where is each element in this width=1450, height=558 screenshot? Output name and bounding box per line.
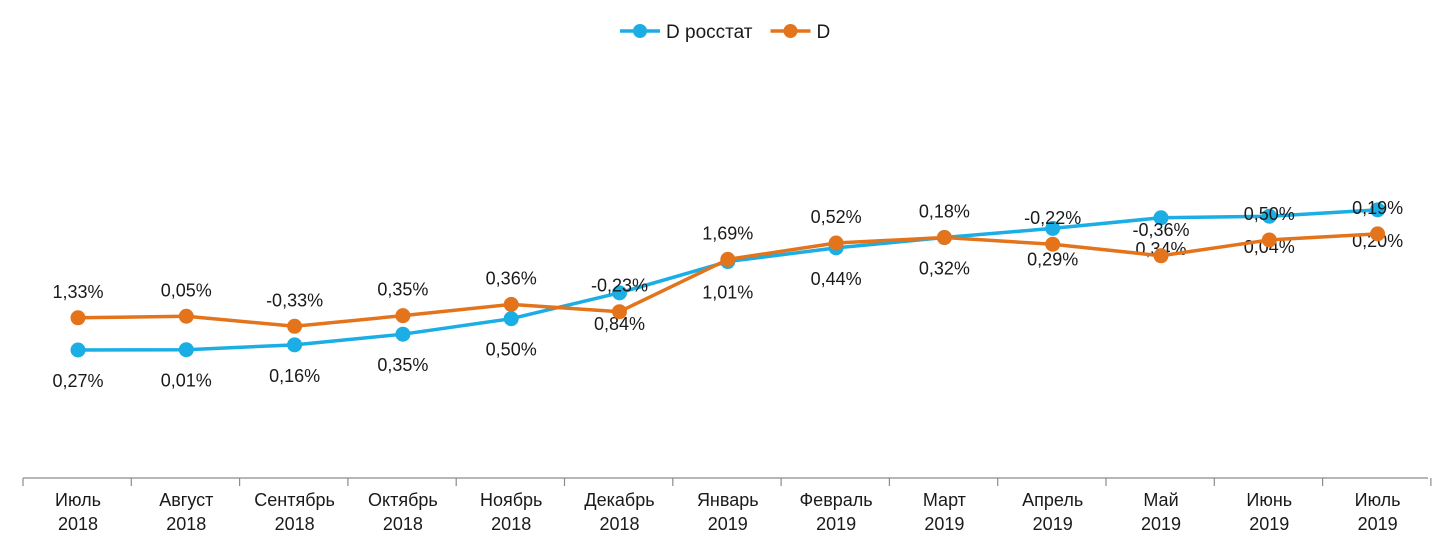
data-point[interactable] [936,230,952,246]
data-point[interactable] [1153,248,1169,264]
x-tick-year: 2018 [599,514,639,534]
data-label: 0,52% [811,207,862,227]
data-point[interactable] [70,342,86,358]
x-tick-label: Февраль 2019 [800,490,873,534]
legend-swatch-marker [783,24,798,38]
x-tick-label: Июнь 2019 [1246,490,1292,534]
data-point[interactable] [612,304,627,320]
data-label: 1,33% [52,282,103,302]
x-tick-year: 2019 [816,514,856,534]
x-tick-label: Декабрь 2018 [584,490,654,534]
x-tick-label: Август 2018 [159,490,213,534]
x-tick-month: Май [1143,490,1178,510]
x-tick-label: Июль 2019 [1355,490,1401,534]
legend-label: D [816,22,830,43]
data-point[interactable] [1045,220,1061,236]
data-label: 0,35% [377,355,428,375]
data-label: 0,19% [1352,198,1403,218]
data-label: 0,36% [486,268,537,288]
data-point[interactable] [1153,210,1169,226]
data-point[interactable] [1370,226,1386,242]
x-tick-label: Июль 2018 [55,490,101,534]
data-label: 1,01% [702,283,753,303]
data-point[interactable] [287,318,303,334]
data-point[interactable] [395,326,411,342]
data-label: -0,23% [591,276,648,296]
x-tick-month: Июнь [1246,490,1292,510]
data-label: -0,33% [266,290,323,310]
data-point[interactable] [1261,208,1277,224]
data-point[interactable] [1370,202,1386,218]
x-tick-year: 2018 [166,514,206,534]
data-label: 0,35% [377,280,428,300]
data-point[interactable] [70,310,86,326]
data-point[interactable] [395,308,411,324]
data-point[interactable] [503,296,519,312]
x-tick-year: 2019 [708,514,748,534]
x-tick-month: Март [923,490,966,510]
x-tick-month: Июль [55,490,101,510]
data-point[interactable] [287,337,303,353]
x-tick-year: 2019 [1033,514,1073,534]
data-point[interactable] [1261,232,1277,248]
x-tick-label: Октябрь 2018 [368,490,438,534]
legend-swatch-marker [633,24,647,38]
series-d: 1,33% 0,05% -0,33% 0,35% 0,36% -0,23% 1,69% 0,5… [52,198,1403,334]
data-point[interactable] [178,342,194,358]
x-tick-month: Декабрь [584,490,654,510]
x-axis: Июль 2018 Август 2018 Сентябрь 2018 Октябрь 201… [22,477,1432,534]
x-tick-label: Ноябрь 2018 [480,490,542,534]
legend-label: D росстат [666,22,753,43]
data-point[interactable] [178,308,194,324]
data-label: 0,29% [1027,249,1078,269]
data-point[interactable] [1045,236,1061,252]
x-tick-month: Октябрь [368,490,438,510]
data-point[interactable] [828,235,844,251]
data-label: 0,01% [161,371,212,391]
x-tick-month: Апрель [1022,490,1083,510]
x-tick-year: 2019 [1249,514,1289,534]
data-label: 1,69% [702,223,753,243]
x-tick-label: Март 2019 [923,490,966,534]
x-tick-year: 2018 [58,514,98,534]
data-label: 0,18% [919,202,970,222]
data-label: 0,05% [161,280,212,300]
x-tick-year: 2019 [924,514,964,534]
x-tick-year: 2018 [275,514,315,534]
legend-item-d-rosstat[interactable]: D росстат [620,22,753,43]
data-label: 0,84% [594,314,645,334]
data-label: 0,44% [811,269,862,289]
x-tick-label: Май 2019 [1141,490,1181,534]
data-label: 0,32% [919,259,970,279]
data-label: 0,50% [486,340,537,360]
x-tick-year: 2019 [1141,514,1181,534]
x-tick-label: Апрель 2019 [1022,490,1083,534]
x-tick-label: Январь 2019 [697,490,759,534]
data-label: 0,16% [269,366,320,386]
x-tick-month: Ноябрь [480,490,542,510]
x-tick-month: Январь [697,490,759,510]
x-tick-month: Август [159,490,213,510]
data-label: -0,36% [1132,220,1189,240]
series-layer: 0,27% 0,01% 0,16% 0,35% 0,50% 0,84% 1,01% 0,44%… [52,198,1403,391]
data-label: -0,22% [1024,208,1081,228]
x-tick-year: 2018 [491,514,531,534]
data-point[interactable] [503,311,519,327]
x-tick-month: Июль [1355,490,1401,510]
x-tick-month: Февраль [800,490,873,510]
data-label: 0,50% [1244,204,1295,224]
x-tick-month: Сентябрь [254,490,335,510]
legend: D росстат D [620,22,830,43]
legend-item-d[interactable]: D [770,22,830,43]
x-tick-year: 2019 [1358,514,1398,534]
data-point[interactable] [612,285,627,301]
data-point[interactable] [720,251,736,267]
data-label: 0,27% [52,371,103,391]
x-tick-label: Сентябрь 2018 [254,490,335,534]
x-tick-year: 2018 [383,514,423,534]
